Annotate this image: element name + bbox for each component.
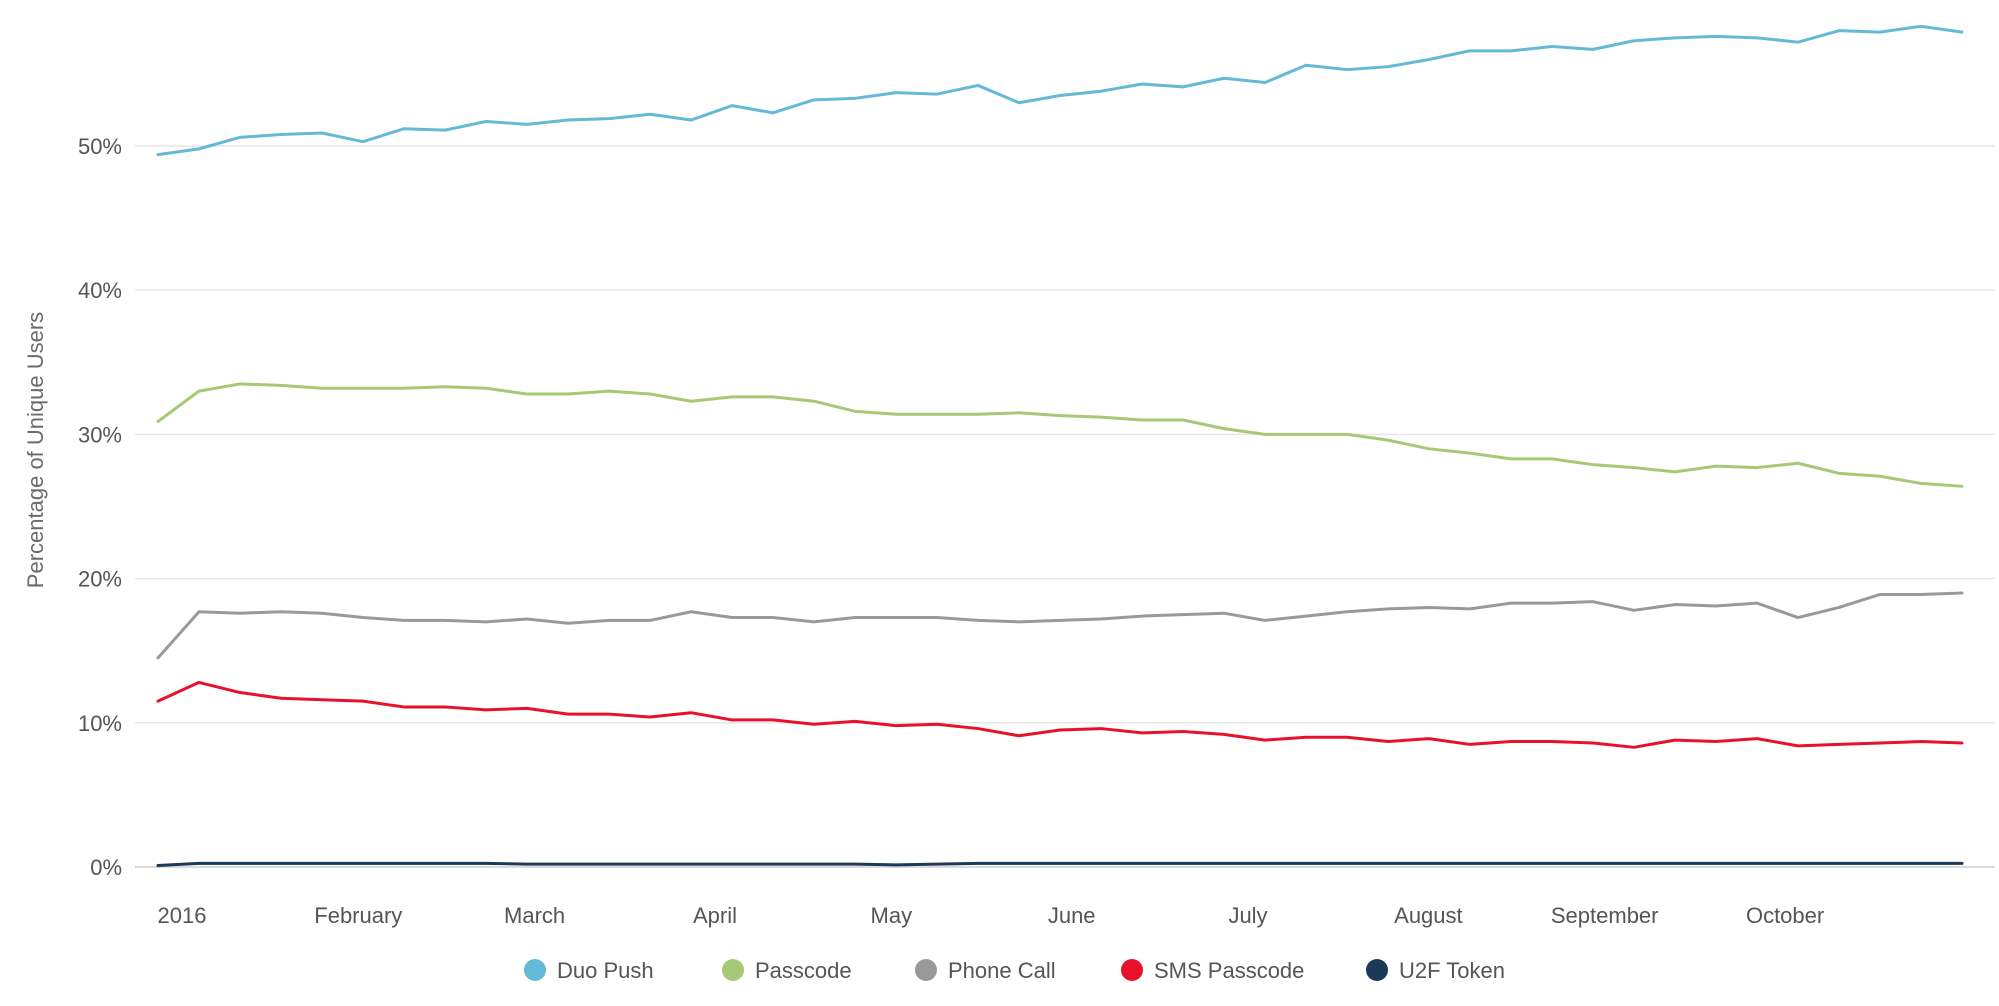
x-tick-label: May (871, 903, 913, 928)
legend-swatch-icon (1121, 959, 1143, 981)
legend: Duo Push Passcode Phone Call SMS Passcode U2… (524, 958, 1505, 983)
series-lines (156, 24, 1964, 868)
x-tick-label: March (504, 903, 565, 928)
legend-label: SMS Passcode (1154, 958, 1304, 983)
series-line-duo-push (156, 24, 1964, 157)
gridlines (135, 145, 1995, 868)
x-tick-label: July (1228, 903, 1267, 928)
y-tick-label: 20% (78, 567, 122, 592)
x-axis-ticks: 2016 February March April May June July August S… (158, 903, 1825, 928)
x-tick-label: August (1394, 903, 1463, 928)
y-tick-label: 40% (78, 278, 122, 303)
legend-label: Duo Push (557, 958, 654, 983)
x-tick-label: September (1551, 903, 1659, 928)
y-tick-label: 50% (78, 134, 122, 159)
legend-item-u2f-token[interactable]: U2F Token (1366, 958, 1505, 983)
series-line-u2f-token (156, 861, 1964, 868)
legend-item-duo-push[interactable]: Duo Push (524, 958, 654, 983)
series-line-passcode (156, 382, 1964, 488)
legend-label: Passcode (755, 958, 852, 983)
legend-swatch-icon (524, 959, 546, 981)
legend-item-sms-passcode[interactable]: SMS Passcode (1121, 958, 1304, 983)
legend-item-phone-call[interactable]: Phone Call (915, 958, 1056, 983)
y-tick-label: 10% (78, 711, 122, 736)
series-line-sms-passcode (156, 680, 1964, 749)
legend-swatch-icon (1366, 959, 1388, 981)
legend-swatch-icon (915, 959, 937, 981)
x-tick-label: June (1048, 903, 1096, 928)
legend-swatch-icon (722, 959, 744, 981)
y-tick-label: 30% (78, 422, 122, 447)
legend-label: U2F Token (1399, 958, 1505, 983)
series-line-phone-call (156, 591, 1964, 660)
y-axis-title: Percentage of Unique Users (23, 312, 48, 588)
y-tick-label: 0% (90, 855, 122, 880)
x-tick-label: February (314, 903, 402, 928)
x-tick-label: 2016 (158, 903, 207, 928)
y-axis-ticks: 0% 10% 20% 30% 40% 50% (78, 134, 122, 880)
legend-item-passcode[interactable]: Passcode (722, 958, 852, 983)
x-tick-label: April (693, 903, 737, 928)
x-tick-label: October (1746, 903, 1824, 928)
legend-label: Phone Call (948, 958, 1056, 983)
